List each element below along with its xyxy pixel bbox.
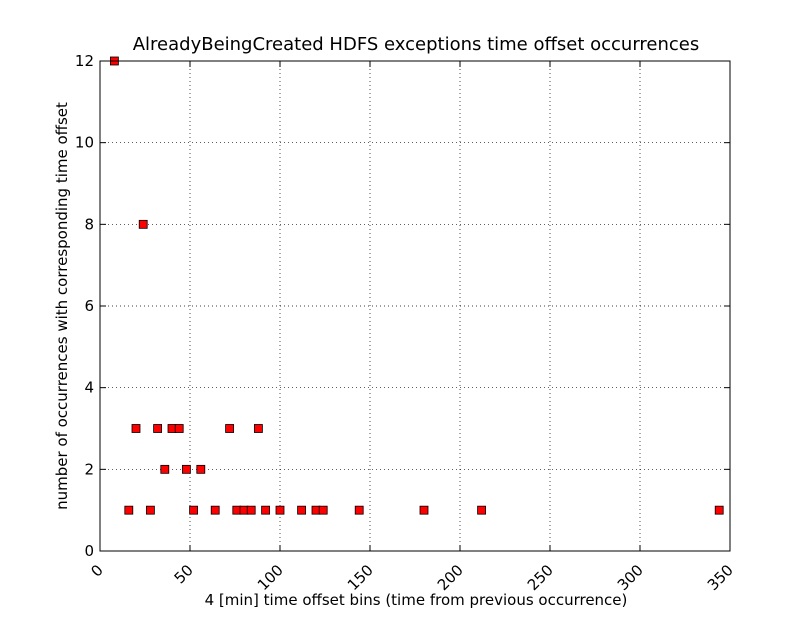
data-point-marker xyxy=(354,505,364,515)
x-tick-label: 250 xyxy=(524,561,557,594)
axis-ticks xyxy=(99,60,731,552)
x-tick-label: 50 xyxy=(171,561,197,587)
data-point-marker xyxy=(261,505,271,515)
chart-title: AlreadyBeingCreated HDFS exceptions time… xyxy=(133,34,700,55)
x-tick-label: 350 xyxy=(704,561,737,594)
data-point-marker xyxy=(297,505,307,515)
data-point-marker xyxy=(138,219,148,229)
data-point-marker xyxy=(174,424,184,433)
data-point-marker xyxy=(225,424,235,433)
y-axis-label: number of occurrences with corresponding… xyxy=(53,102,71,510)
data-point-marker xyxy=(477,505,487,515)
data-point-marker xyxy=(210,505,220,515)
y-tick-label: 8 xyxy=(84,215,94,233)
data-point-marker xyxy=(311,505,321,515)
x-tick-label: 100 xyxy=(254,561,287,594)
data-point-marker xyxy=(145,505,155,515)
data-point-marker xyxy=(189,505,199,515)
y-tick-label: 12 xyxy=(75,52,94,70)
data-point-marker xyxy=(124,505,134,515)
y-tick-label: 10 xyxy=(75,134,94,152)
y-tick-label: 6 xyxy=(84,297,94,315)
data-point-marker xyxy=(275,505,285,515)
y-tick-label: 0 xyxy=(84,542,94,560)
data-point-marker xyxy=(153,424,163,433)
y-tick-labels: 0 2 4 6 8 10 12 xyxy=(75,52,94,560)
data-point-marker xyxy=(318,505,328,515)
x-tick-label: 300 xyxy=(614,561,647,594)
data-point-marker xyxy=(253,424,263,433)
y-tick-label: 2 xyxy=(84,460,94,478)
grid-lines xyxy=(99,60,731,552)
y-tick-label: 4 xyxy=(84,379,94,397)
x-axis-label: 4 [min] time offset bins (time from prev… xyxy=(205,591,628,609)
data-point-marker xyxy=(196,464,206,474)
data-point-marker xyxy=(181,464,191,474)
plot-area-frame xyxy=(99,60,731,552)
data-point-marker xyxy=(160,464,170,474)
data-point-marker xyxy=(714,505,724,515)
data-point-marker xyxy=(419,505,429,515)
x-tick-labels: 0 50 100 150 200 250 300 350 xyxy=(87,561,736,594)
x-tick-label: 150 xyxy=(344,561,377,594)
data-points xyxy=(110,56,724,515)
x-tick-label: 200 xyxy=(434,561,467,594)
data-point-marker xyxy=(131,424,141,433)
x-tick-label: 0 xyxy=(87,561,106,580)
data-point-marker xyxy=(246,505,256,515)
